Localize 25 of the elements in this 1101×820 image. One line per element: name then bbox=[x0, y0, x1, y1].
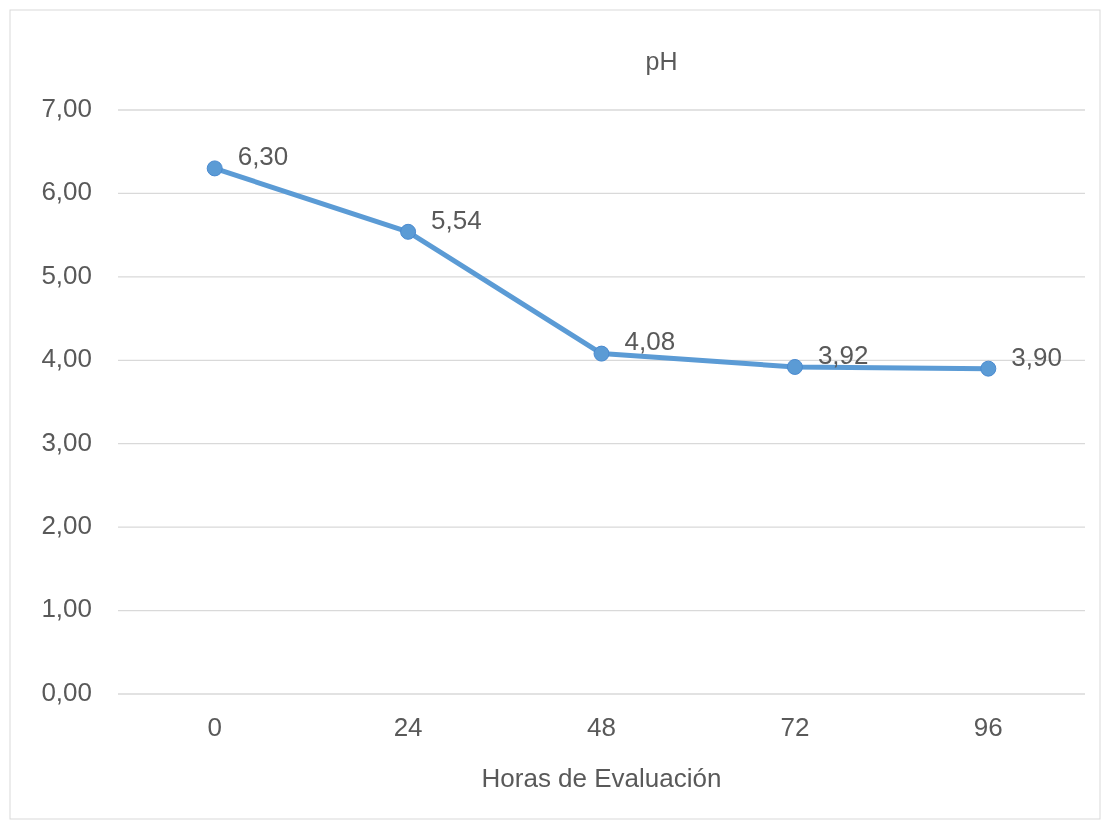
chart-title: pH bbox=[645, 47, 678, 75]
x-tick-label: 48 bbox=[587, 712, 616, 742]
x-tick-label: 0 bbox=[207, 712, 222, 742]
x-axis-title: Horas de Evaluación bbox=[481, 763, 722, 793]
x-tick-label: 96 bbox=[973, 712, 1003, 742]
point bbox=[206, 160, 223, 177]
y-tick-label: 5,00 bbox=[41, 259, 92, 290]
x-tick-label: 24 bbox=[393, 712, 423, 742]
point bbox=[980, 360, 997, 377]
data-label: 5,54 bbox=[431, 204, 482, 235]
y-tick-label: 6,00 bbox=[41, 176, 92, 207]
point bbox=[593, 345, 610, 362]
y-tick-label: 1,00 bbox=[41, 593, 92, 624]
y-tick-label: 7,00 bbox=[41, 92, 92, 123]
data-label: 3,90 bbox=[1011, 341, 1062, 372]
y-tick-label: 2,00 bbox=[41, 510, 92, 541]
point bbox=[400, 223, 417, 240]
data-label: 3,92 bbox=[817, 339, 869, 370]
y-tick-label: 4,00 bbox=[41, 343, 92, 374]
y-tick-label: 3,00 bbox=[41, 426, 92, 457]
data-label: 6,30 bbox=[237, 141, 289, 172]
data-label: 4,08 bbox=[624, 326, 676, 357]
x-tick-label: 72 bbox=[780, 712, 810, 742]
point bbox=[786, 358, 803, 375]
y-tick-label: 0,00 bbox=[41, 676, 92, 707]
